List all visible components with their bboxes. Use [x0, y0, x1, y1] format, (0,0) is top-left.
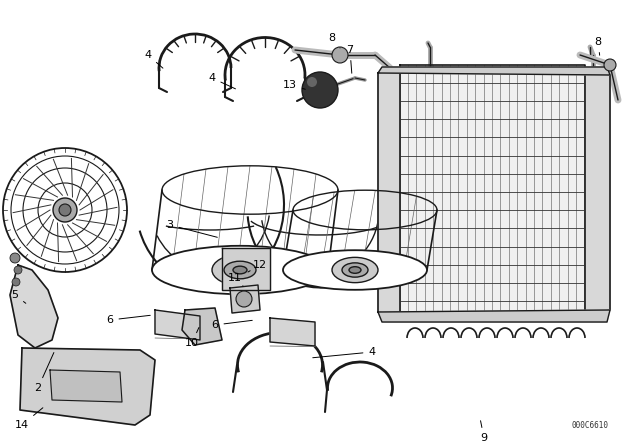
Ellipse shape	[349, 267, 361, 273]
Ellipse shape	[152, 246, 328, 294]
Text: 13: 13	[283, 80, 305, 90]
Text: 9: 9	[481, 421, 488, 443]
Polygon shape	[155, 310, 200, 340]
Circle shape	[14, 266, 22, 274]
Circle shape	[10, 253, 20, 263]
Text: 6: 6	[106, 315, 150, 325]
Polygon shape	[182, 308, 222, 345]
Text: 4: 4	[145, 50, 163, 68]
Polygon shape	[270, 318, 315, 346]
Text: 14: 14	[15, 408, 43, 430]
Ellipse shape	[212, 254, 268, 285]
Text: 7: 7	[346, 45, 353, 73]
Circle shape	[3, 148, 127, 272]
Circle shape	[307, 77, 317, 87]
Text: 8: 8	[595, 37, 602, 55]
Text: 6: 6	[211, 320, 252, 330]
Polygon shape	[222, 248, 270, 290]
Polygon shape	[378, 67, 610, 75]
Ellipse shape	[233, 266, 247, 274]
Circle shape	[53, 198, 77, 222]
Circle shape	[302, 72, 338, 108]
Polygon shape	[400, 65, 585, 320]
Polygon shape	[230, 285, 260, 313]
Polygon shape	[378, 69, 400, 316]
Circle shape	[12, 278, 20, 286]
Circle shape	[604, 59, 616, 71]
Ellipse shape	[342, 263, 368, 277]
Ellipse shape	[332, 257, 378, 283]
Polygon shape	[50, 370, 122, 402]
Text: 5: 5	[12, 290, 26, 303]
Text: 2: 2	[35, 353, 54, 393]
Text: 000C6610: 000C6610	[571, 421, 608, 430]
Text: 4: 4	[313, 347, 376, 358]
Polygon shape	[10, 265, 58, 348]
Text: 10: 10	[185, 327, 199, 348]
Text: 12: 12	[248, 260, 267, 272]
Text: 3: 3	[166, 220, 218, 237]
Text: 11: 11	[228, 273, 243, 286]
Polygon shape	[378, 310, 610, 322]
Ellipse shape	[224, 261, 256, 279]
Ellipse shape	[283, 250, 427, 290]
Polygon shape	[20, 348, 155, 425]
Text: 8: 8	[328, 33, 340, 48]
Circle shape	[59, 204, 71, 216]
Circle shape	[332, 47, 348, 63]
Text: 4: 4	[209, 73, 236, 89]
Circle shape	[236, 291, 252, 307]
Polygon shape	[585, 69, 610, 316]
